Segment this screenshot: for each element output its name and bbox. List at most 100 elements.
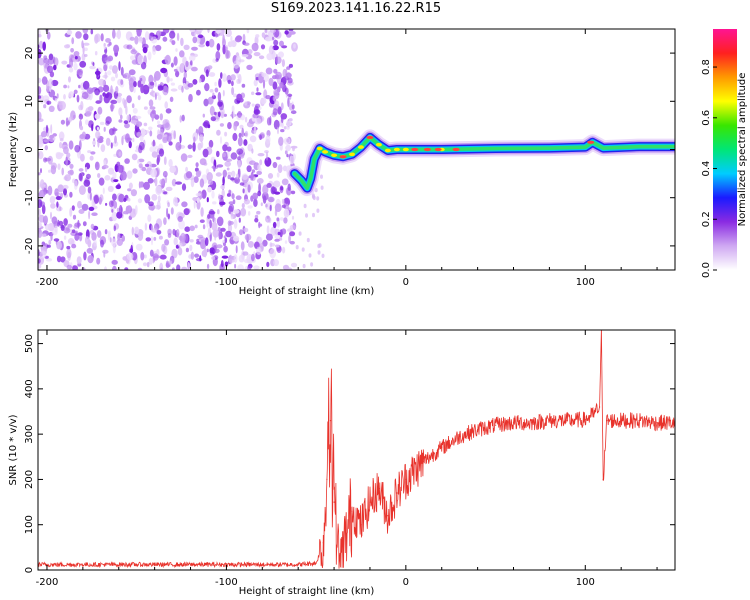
noise-blob	[269, 204, 272, 212]
noise-blob	[291, 215, 295, 220]
noise-blob	[311, 193, 315, 198]
snr-point	[326, 478, 328, 480]
noise-blob	[240, 241, 245, 251]
snr-point	[620, 420, 622, 422]
noise-blob	[183, 71, 187, 79]
noise-blob	[137, 54, 144, 65]
colorbar-tick-label: 0.0	[701, 262, 712, 278]
noise-blob	[149, 130, 153, 137]
noise-blob	[51, 79, 59, 87]
noise-blob	[112, 193, 117, 201]
snr-point	[606, 420, 608, 422]
noise-blob	[99, 194, 104, 203]
noise-blob	[221, 255, 229, 259]
noise-blob	[276, 217, 280, 222]
noise-blob	[255, 103, 261, 109]
noise-blob	[181, 201, 188, 208]
noise-blob	[209, 219, 212, 229]
noise-blob	[48, 105, 55, 113]
spectrogram-image	[38, 29, 675, 270]
noise-blob	[91, 123, 94, 132]
snr-y-axis-label: SNR (10 * v/v)	[8, 414, 19, 485]
noise-blob	[251, 91, 255, 96]
noise-blob	[141, 166, 147, 172]
noise-blob	[290, 110, 297, 115]
noise-blob	[246, 53, 251, 59]
noise-blob	[189, 244, 193, 252]
noise-blob	[191, 46, 198, 51]
noise-blob	[69, 191, 73, 198]
noise-blob	[253, 126, 257, 135]
noise-blob	[154, 92, 157, 101]
noise-blob	[151, 109, 156, 115]
noise-blob	[183, 208, 190, 216]
noise-blob	[314, 187, 318, 193]
noise-blob	[148, 257, 153, 265]
noise-blob	[136, 132, 142, 137]
noise-blob	[103, 64, 108, 72]
noise-blob	[51, 216, 58, 225]
noise-blob	[274, 234, 281, 239]
noise-blob	[270, 186, 276, 195]
noise-blob	[280, 113, 288, 120]
noise-blob	[68, 58, 74, 68]
noise-blob	[287, 97, 290, 108]
noise-blob	[266, 261, 270, 268]
noise-blob	[181, 85, 184, 93]
noise-blob	[280, 186, 284, 191]
noise-blob	[190, 251, 195, 260]
noise-blob	[94, 113, 101, 120]
noise-blob	[180, 37, 184, 47]
noise-blob	[107, 167, 115, 175]
noise-blob	[57, 184, 64, 193]
noise-blob	[298, 231, 302, 236]
snr-point	[136, 564, 138, 566]
noise-blob	[178, 235, 184, 241]
noise-blob	[286, 125, 290, 130]
noise-blob	[120, 79, 124, 85]
noise-blob	[94, 51, 98, 56]
noise-blob	[60, 256, 66, 263]
noise-blob	[69, 169, 74, 175]
noise-blob	[149, 146, 157, 153]
noise-blob	[65, 156, 68, 166]
noise-blob	[63, 218, 68, 226]
noise-blob	[200, 239, 203, 249]
noise-blob	[38, 139, 44, 148]
noise-blob	[182, 82, 186, 87]
noise-blob	[216, 164, 224, 168]
noise-blob	[126, 252, 134, 261]
spec-y-tick-label: 20	[24, 47, 35, 60]
noise-blob	[207, 186, 212, 193]
ridge-hotspot	[331, 153, 338, 158]
noise-blob	[217, 111, 221, 118]
noise-blob	[81, 203, 89, 211]
noise-blob	[222, 176, 225, 186]
noise-blob	[224, 237, 228, 244]
noise-blob	[96, 126, 100, 131]
noise-blob	[95, 130, 101, 139]
noise-blob	[251, 169, 256, 173]
noise-blob	[118, 61, 121, 71]
noise-blob	[154, 176, 158, 187]
noise-blob	[110, 142, 113, 149]
noise-blob	[206, 263, 210, 270]
noise-blob	[207, 29, 210, 33]
noise-blob	[247, 205, 253, 209]
noise-blob	[53, 238, 60, 242]
noise-blob	[126, 197, 131, 202]
noise-blob	[81, 91, 89, 100]
noise-blob	[193, 136, 196, 143]
noise-blob	[71, 229, 76, 234]
noise-blob	[105, 116, 112, 124]
noise-blob	[250, 195, 254, 202]
noise-blob	[79, 125, 84, 131]
noise-blob	[133, 87, 136, 94]
noise-blob	[107, 70, 112, 76]
noise-blob	[284, 30, 289, 35]
noise-blob	[58, 152, 64, 157]
noise-blob	[192, 36, 198, 44]
noise-blob	[167, 228, 172, 236]
noise-blob	[279, 82, 284, 89]
noise-blob	[260, 97, 267, 105]
